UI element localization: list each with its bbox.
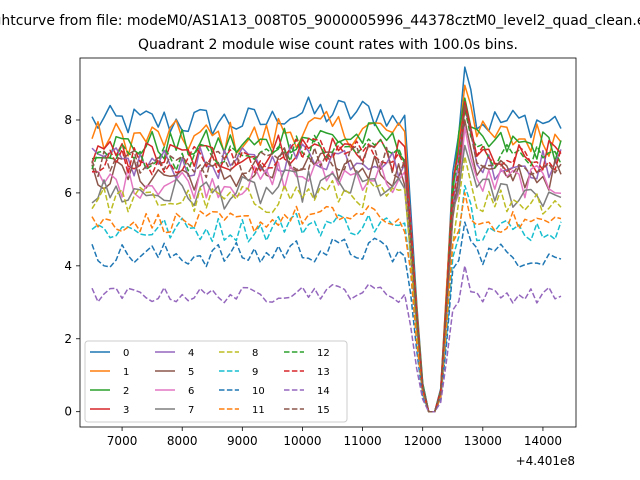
legend-label-8: 8 [252, 348, 258, 359]
series-line-9 [91, 184, 562, 413]
series-line-2 [91, 97, 562, 413]
series-line-12 [91, 108, 562, 413]
legend-label-12: 12 [317, 348, 330, 359]
x-tick-label: 10000 [283, 434, 321, 448]
x-tick-label: 8000 [167, 434, 198, 448]
legend-box [84, 340, 348, 423]
axes-frame [79, 57, 577, 428]
legend-label-10: 10 [252, 386, 265, 397]
series-line-10 [91, 221, 562, 413]
y-tick-label: 4 [64, 259, 72, 273]
legend-label-11: 11 [252, 405, 265, 416]
x-offset-label: +4.401e8 [516, 454, 575, 468]
x-tick-label: 9000 [227, 434, 258, 448]
x-tick-label: 12000 [404, 434, 442, 448]
x-tick-label: 13000 [464, 434, 502, 448]
legend-label-3: 3 [123, 405, 129, 416]
legend-label-15: 15 [317, 405, 330, 416]
series-line-1 [91, 84, 562, 413]
x-tick-label: 14000 [524, 434, 562, 448]
legend-label-13: 13 [317, 367, 330, 378]
series-line-6 [91, 126, 562, 413]
y-tick-label: 0 [64, 405, 72, 419]
series-line-4 [91, 108, 562, 413]
series-line-7 [91, 144, 562, 413]
legend-label-6: 6 [188, 386, 194, 397]
legend-label-4: 4 [188, 348, 194, 359]
y-tick-label: 8 [64, 113, 72, 127]
series-line-13 [91, 104, 562, 413]
figure-suptitle: Lightcurve from file: modeM0/AS1A13_008T… [0, 13, 640, 29]
y-tick-label: 6 [64, 186, 72, 200]
legend-label-9: 9 [252, 367, 258, 378]
legend-label-7: 7 [188, 405, 194, 416]
x-tick-label: 7000 [107, 434, 138, 448]
chart-title: Quadrant 2 module wise count rates with … [138, 37, 518, 53]
series-line-15 [91, 104, 562, 413]
legend-label-2: 2 [123, 386, 129, 397]
legend-label-0: 0 [123, 348, 129, 359]
series-line-3 [91, 101, 562, 413]
legend-label-5: 5 [188, 367, 194, 378]
y-tick-label: 2 [64, 332, 72, 346]
plot-area [79, 57, 577, 428]
axis-ticks: 7000 8000 9000 10000 11000 12000 13000 14000 0 2 4… [64, 113, 562, 448]
series-line-11 [91, 192, 562, 413]
series-line-0 [91, 66, 562, 413]
series-line-14 [91, 265, 562, 413]
legend-label-14: 14 [317, 386, 330, 397]
x-tick-label: 11000 [343, 434, 381, 448]
series-line-8 [91, 155, 562, 413]
legend-label-1: 1 [123, 367, 129, 378]
